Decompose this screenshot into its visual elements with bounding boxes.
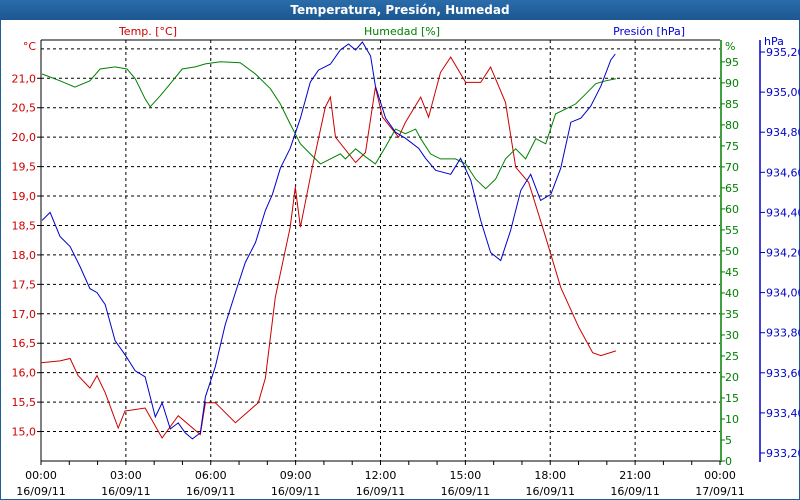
temp-tick-label: 20,5 <box>12 102 37 115</box>
pressure-tick-label: 935,00 <box>766 86 800 99</box>
temp-tick-label: 18,5 <box>12 219 37 232</box>
pressure-series-label: Presión [hPa] <box>613 25 685 38</box>
x-tick-label-date: 16/09/11 <box>186 485 235 498</box>
x-tick-label-date: 16/09/11 <box>16 485 65 498</box>
humidity-tick-label: 35 <box>725 308 739 321</box>
x-tick-label-time: 03:00 <box>110 469 142 482</box>
x-tick-label-time: 18:00 <box>534 469 566 482</box>
axes <box>37 39 765 465</box>
pressure-tick-label: 933,20 <box>766 447 800 460</box>
humidity-tick-label: 90 <box>725 77 739 90</box>
humidity-tick-label: 55 <box>725 224 739 237</box>
humidity-tick-label: 40 <box>725 287 739 300</box>
temp-tick-label: 21,0 <box>12 72 37 85</box>
temp-tick-label: 15,0 <box>12 426 37 439</box>
pressure-tick-label: 933,40 <box>766 407 800 420</box>
pressure-tick-label: 934,20 <box>766 247 800 260</box>
humidity-tick-label: 50 <box>725 245 739 258</box>
temp-series-label: Temp. [°C] <box>118 25 177 38</box>
x-tick-label-time: 15:00 <box>450 469 482 482</box>
pressure-tick-label: 935,20 <box>766 46 800 59</box>
x-tick-label-time: 21:00 <box>619 469 651 482</box>
series <box>40 41 617 440</box>
pressure-tick-label: 934,60 <box>766 166 800 179</box>
temp-tick-label: 15,5 <box>12 396 37 409</box>
pressure-tick-label: 934,80 <box>766 126 800 139</box>
x-tick-label-date: 16/09/11 <box>441 485 490 498</box>
temp-tick-label: 20,0 <box>12 131 37 144</box>
pressure-unit-label: hPa <box>764 35 784 48</box>
pressure-tick-label: 933,80 <box>766 327 800 340</box>
humidity-tick-label: 0 <box>725 455 732 468</box>
x-tick-label-time: 06:00 <box>195 469 227 482</box>
temp-tick-label: 18,0 <box>12 249 37 262</box>
x-tick-label-date: 16/09/11 <box>271 485 320 498</box>
hum-series-line <box>41 61 617 190</box>
temp-series-line <box>40 56 617 439</box>
temp-tick-label: 16,0 <box>12 367 37 380</box>
humidity-tick-label: 30 <box>725 329 739 342</box>
humidity-tick-label: 80 <box>725 119 739 132</box>
x-tick-label-time: 00:00 <box>704 469 736 482</box>
x-tick-label-time: 09:00 <box>280 469 312 482</box>
x-tick-label-date: 16/09/11 <box>356 485 405 498</box>
pres-series-line <box>41 41 616 440</box>
temp-tick-label: 19,5 <box>12 161 37 174</box>
pressure-tick-label: 934,40 <box>766 206 800 219</box>
x-tick-label-time: 00:00 <box>25 469 57 482</box>
humidity-tick-label: 85 <box>725 98 739 111</box>
temp-tick-label: 19,0 <box>12 190 37 203</box>
x-tick-label-time: 12:00 <box>365 469 397 482</box>
temp-tick-label: 17,5 <box>12 278 37 291</box>
humidity-tick-label: 45 <box>725 266 739 279</box>
humidity-tick-label: 20 <box>725 371 739 384</box>
humidity-tick-label: 15 <box>725 392 739 405</box>
x-tick-label-date: 17/09/11 <box>695 485 744 498</box>
humidity-tick-label: 95 <box>725 56 739 69</box>
labels: 00:00 16/09/11 03:00 16/09/11 06:00 16/09/11 0… <box>12 25 800 498</box>
humidity-tick-label: 5 <box>725 434 732 447</box>
temp-unit-label: °C <box>23 40 37 53</box>
pressure-tick-label: 934,00 <box>766 287 800 300</box>
x-tick-label-date: 16/09/11 <box>526 485 575 498</box>
humidity-tick-label: 10 <box>725 413 739 426</box>
humidity-tick-label: 65 <box>725 182 739 195</box>
humidity-series-label: Humedad [%] <box>364 25 440 38</box>
x-tick-label-date: 16/09/11 <box>101 485 150 498</box>
grid <box>41 40 720 461</box>
humidity-tick-label: 70 <box>725 161 739 174</box>
humidity-tick-label: 60 <box>725 203 739 216</box>
humidity-tick-label: 25 <box>725 350 739 363</box>
temp-tick-label: 17,0 <box>12 308 37 321</box>
pressure-tick-label: 933,60 <box>766 367 800 380</box>
chart-title: Temperatura, Presión, Humedad <box>0 0 800 20</box>
humidity-unit-label: % <box>725 40 735 53</box>
temp-tick-label: 16,5 <box>12 337 37 350</box>
humidity-tick-label: 75 <box>725 140 739 153</box>
x-tick-label-date: 16/09/11 <box>610 485 659 498</box>
